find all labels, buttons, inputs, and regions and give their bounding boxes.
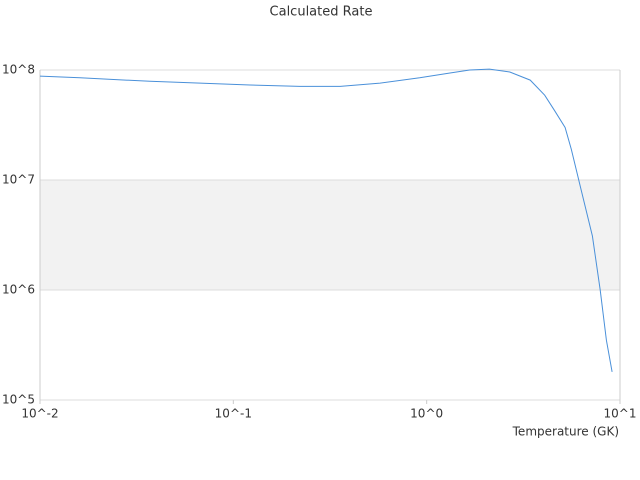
y-tick-label: 10^6 xyxy=(2,283,35,297)
y-tick-label: 10^5 xyxy=(2,393,35,407)
y-tick-label: 10^8 xyxy=(2,63,35,77)
grid-band xyxy=(40,180,620,290)
data-line xyxy=(39,68,613,372)
x-tick-label: 10^0 xyxy=(410,407,443,421)
x-axis-label: Temperature (GK) xyxy=(512,425,619,439)
x-tick-label: 10^-2 xyxy=(21,407,58,421)
x-tick-label: 10^-1 xyxy=(215,407,252,421)
chart-title: Calculated Rate xyxy=(270,5,373,20)
y-tick-label: 10^7 xyxy=(2,173,35,187)
x-tick-label: 10^1 xyxy=(604,407,637,421)
